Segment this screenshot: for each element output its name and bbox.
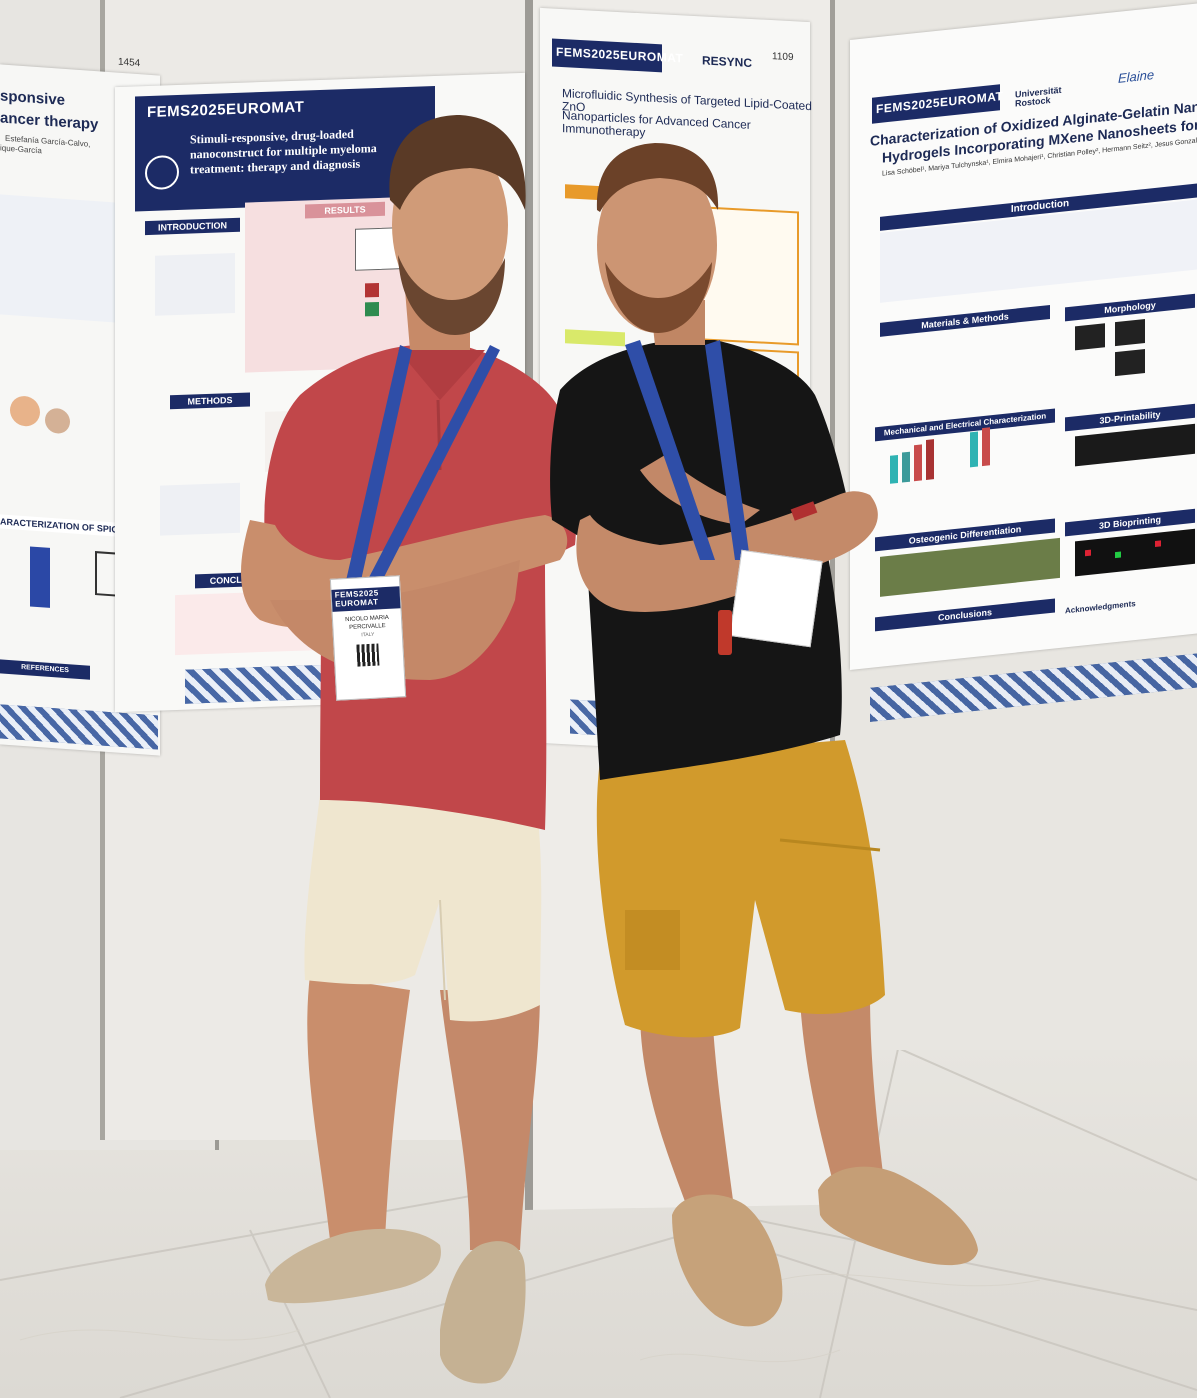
left-person-beard <box>398 255 505 335</box>
left-person-shoe <box>265 1228 441 1304</box>
left-person-arms <box>240 515 568 629</box>
right-person-legs <box>640 1010 735 1215</box>
left-person-shoe <box>440 1241 526 1384</box>
right-person-shoe <box>672 1194 783 1327</box>
right-person-hair <box>596 143 719 212</box>
cream-shorts <box>304 795 542 1022</box>
right-person-shoe <box>818 1166 978 1266</box>
keychain-icon <box>718 610 732 655</box>
right-person-arms <box>576 491 878 612</box>
right-person-beard <box>605 262 712 333</box>
name-badge-right <box>729 549 823 648</box>
left-person-legs <box>307 975 410 1240</box>
left-person-hair <box>389 115 526 210</box>
